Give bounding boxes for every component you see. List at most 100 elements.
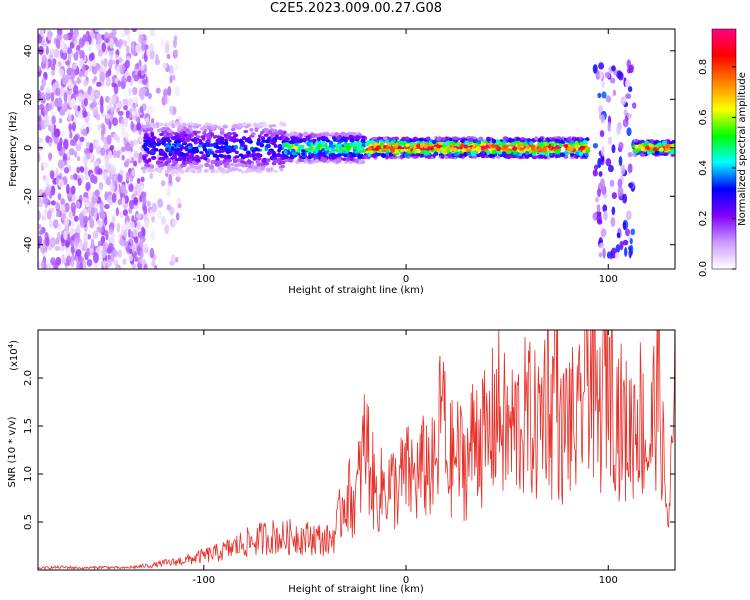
- spectrogram-cell: [185, 161, 190, 165]
- spectrogram-cell: [99, 95, 104, 107]
- spectrogram-cell: [89, 102, 96, 109]
- spectrogram-cell: [123, 40, 128, 48]
- spectrogram-cell: [78, 241, 83, 250]
- spectrogram-cell: [104, 96, 110, 103]
- spectrogram-cell: [374, 147, 380, 151]
- spectrogram-cell: [609, 179, 615, 187]
- spectrogram-cell: [83, 239, 88, 250]
- spectrogram-cell: [583, 140, 588, 144]
- spectrogram-cell: [175, 176, 181, 183]
- spectrogram-cell: [84, 41, 90, 47]
- spectrogram-cell: [237, 168, 242, 172]
- spectrogram-cell: [176, 142, 181, 147]
- spectrogram-cell: [168, 173, 172, 184]
- spectrogram-cell: [459, 143, 465, 147]
- spectrogram-cell: [57, 192, 62, 201]
- spectrogram-cell: [126, 34, 131, 43]
- spectrogram-cell: [161, 137, 167, 142]
- spectrogram-feature: [632, 138, 675, 158]
- spectrogram-cell: [627, 86, 633, 93]
- spectrogram-cell: [43, 119, 50, 128]
- spectrogram-cell: [360, 146, 365, 150]
- spectrogram-cell: [255, 152, 261, 158]
- spectrogram-cell: [218, 137, 225, 141]
- spectrogram-cell: [80, 166, 85, 173]
- spectrogram-cell: [234, 155, 240, 159]
- spectrogram-cell: [571, 137, 576, 142]
- spectrogram-cell: [38, 195, 42, 204]
- spectrogram-cell: [598, 252, 603, 258]
- spectrogram-cell: [180, 169, 185, 175]
- spectrogram-cell: [96, 196, 102, 204]
- spectrogram-cell: [149, 29, 156, 37]
- spectrogram-cell: [184, 137, 190, 143]
- spectrogram-cell: [117, 233, 122, 240]
- spectrogram-cell: [67, 78, 73, 90]
- spectrogram-cell: [86, 152, 90, 160]
- spectrogram-cell: [193, 122, 199, 126]
- spectrogram-cell: [482, 142, 487, 146]
- spectrogram-cell: [124, 141, 131, 152]
- spectrogram-cell: [367, 146, 373, 151]
- x-tick-label: -100: [192, 575, 215, 586]
- snr-ylabel: SNR (10 * v/v): [7, 416, 18, 487]
- spectrogram-cell: [616, 232, 621, 239]
- spectrogram-cell: [626, 113, 632, 119]
- spectrogram-cell: [607, 164, 614, 173]
- spectrogram-cell: [622, 239, 629, 246]
- spectrogram-cell: [172, 38, 178, 49]
- spectrogram-cell: [123, 229, 128, 238]
- spectrogram-cell: [164, 42, 170, 54]
- spectrogram-cell: [146, 150, 152, 155]
- spectrogram-cell: [291, 148, 296, 153]
- spectrogram-cell: [360, 135, 366, 139]
- spectrogram-cell: [108, 32, 114, 39]
- spectrogram-cell: [197, 164, 203, 169]
- spectrogram-cell: [183, 133, 189, 137]
- spectrogram-cell: [597, 218, 603, 225]
- spectrogram-cell: [112, 249, 118, 258]
- spectrogram-cell: [51, 115, 56, 125]
- spectrogram-cell: [266, 158, 271, 162]
- spectrogram-cell: [554, 138, 560, 143]
- spectrogram-cell: [43, 208, 48, 216]
- spectrogram-cell: [276, 153, 282, 158]
- spectrogram-feature: [363, 135, 591, 160]
- spectrogram-cell: [177, 202, 182, 209]
- spectrogram-cell: [464, 140, 469, 145]
- spectrogram-cell: [139, 238, 144, 249]
- spectrogram-cell: [497, 151, 503, 155]
- spectrogram-cell: [69, 29, 74, 39]
- spectrogram-cell: [599, 130, 605, 138]
- spectrogram-cell: [402, 140, 408, 145]
- spectrogram-cell: [179, 134, 185, 138]
- spectrogram-cell: [251, 149, 256, 153]
- spectrogram-cell: [76, 261, 80, 269]
- spectrogram-cell: [65, 60, 70, 66]
- spectrogram-cell: [125, 158, 130, 166]
- spectrogram-cell: [102, 259, 107, 269]
- spectrogram-cell: [162, 62, 168, 69]
- spectrogram-cell: [173, 148, 179, 153]
- spectrogram-cell: [515, 137, 521, 142]
- spectrogram-cell: [620, 96, 627, 106]
- spectrogram-cell: [177, 139, 182, 144]
- spectrogram-cell: [160, 38, 165, 47]
- spectrogram-cell: [558, 143, 563, 147]
- spectrogram-cell: [435, 136, 442, 142]
- spectrogram-cell: [284, 137, 290, 142]
- spectrogram-cell: [656, 142, 663, 148]
- spectrogram-cell: [604, 71, 611, 79]
- spectrogram-cell: [330, 144, 336, 148]
- spectrogram-cell: [116, 135, 120, 144]
- spectrogram-cell: [640, 152, 646, 157]
- y-tick-label: 0.5: [23, 514, 34, 530]
- spectrogram-cell: [172, 107, 176, 115]
- spectrogram-cell: [569, 140, 575, 144]
- spectrogram-cell: [486, 150, 491, 156]
- spectrogram-cell: [316, 136, 322, 142]
- spectrogram-cell: [133, 196, 139, 206]
- spectrogram-cell: [66, 249, 71, 257]
- spectrogram-cell: [227, 145, 232, 151]
